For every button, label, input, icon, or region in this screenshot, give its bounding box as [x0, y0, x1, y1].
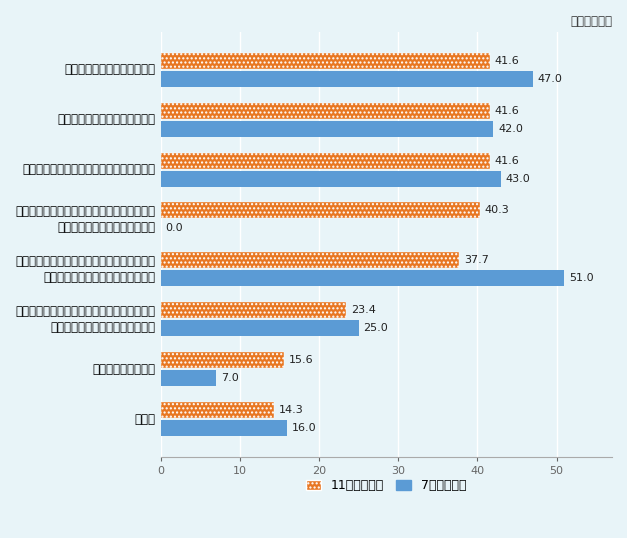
- Text: 37.7: 37.7: [464, 256, 489, 265]
- Bar: [161, 252, 459, 268]
- Bar: [161, 153, 490, 168]
- Bar: [161, 321, 359, 336]
- Text: 42.0: 42.0: [498, 124, 523, 133]
- Text: 0.0: 0.0: [166, 223, 183, 233]
- Text: 7.0: 7.0: [221, 373, 238, 384]
- Text: 47.0: 47.0: [537, 74, 562, 83]
- Text: 23.4: 23.4: [350, 306, 376, 315]
- Bar: [161, 171, 501, 187]
- Bar: [161, 271, 564, 286]
- Bar: [161, 121, 493, 137]
- Bar: [161, 352, 284, 369]
- Bar: [161, 103, 490, 118]
- Text: 16.0: 16.0: [292, 423, 317, 433]
- Text: 15.6: 15.6: [289, 356, 314, 365]
- Bar: [161, 70, 533, 87]
- Text: 25.0: 25.0: [363, 323, 388, 334]
- Bar: [161, 202, 480, 218]
- Bar: [161, 302, 346, 318]
- Bar: [161, 53, 490, 69]
- Text: 41.6: 41.6: [495, 155, 520, 166]
- Legend: 11月調査結果, 7月調査結果: 11月調査結果, 7月調査結果: [301, 474, 472, 497]
- Bar: [161, 370, 216, 386]
- Text: （単位：％）: （単位：％）: [570, 15, 612, 28]
- Bar: [161, 402, 274, 419]
- Text: 41.6: 41.6: [495, 105, 520, 116]
- Text: 14.3: 14.3: [278, 405, 303, 415]
- Text: 43.0: 43.0: [506, 174, 530, 183]
- Text: 40.3: 40.3: [485, 206, 509, 216]
- Text: 51.0: 51.0: [569, 273, 594, 284]
- Text: 41.6: 41.6: [495, 55, 520, 66]
- Bar: [161, 420, 287, 436]
